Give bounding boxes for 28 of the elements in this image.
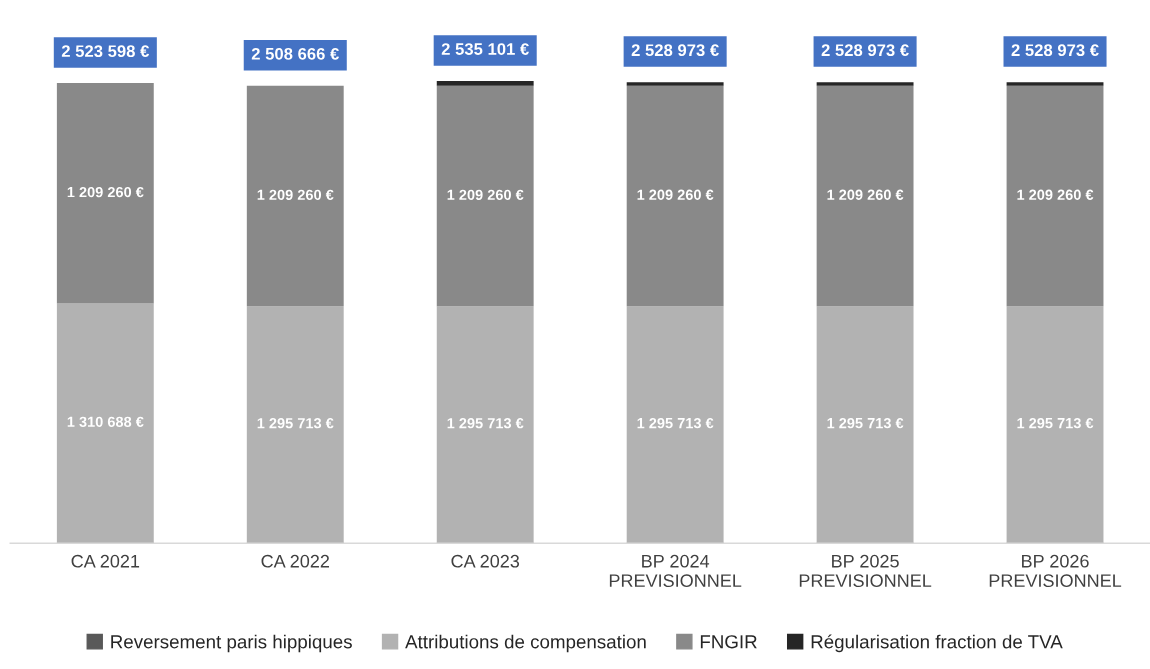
data-label: 1 209 260 € [637,189,714,200]
data-label: 1 209 260 € [447,189,524,200]
total-label: 2 528 973 € [631,44,719,57]
data-label: 1 209 260 € [67,186,144,198]
x-tick-label: BP 2024 PREVISIONNEL [609,554,742,588]
x-tick-label: BP 2026 PREVISIONNEL [989,554,1122,588]
data-label: 1 209 260 € [1017,189,1094,200]
data-label: 1 295 713 € [447,418,524,429]
total-label: 2 523 598 € [61,45,150,58]
data-label: 1 310 688 € [67,416,144,428]
legend-label: Attributions de compensation [405,634,646,653]
legend-label: Reversement paris hippiques [111,634,352,653]
legend-label: FNGIR [700,635,757,649]
total-label: 2 535 101 € [441,43,529,55]
x-tick-label: BP 2025 PREVISIONNEL [799,554,932,588]
total-label: 2 528 973 € [821,44,909,57]
total-label: 2 528 973 € [1011,44,1099,57]
x-tick-label: CA 2021 [71,554,140,568]
data-label: 1 209 260 € [257,189,334,200]
data-label: 1 295 713 € [827,417,904,429]
data-label: 1 295 713 € [257,418,334,429]
x-tick-label: CA 2022 [261,554,329,568]
legend-label: Régularisation fraction de TVA [811,634,1063,653]
data-label: 1 295 713 € [1017,417,1094,429]
data-label: 1 209 260 € [827,189,904,200]
data-label: 1 295 713 € [637,417,714,429]
x-tick-label: CA 2023 [451,554,520,568]
total-label: 2 508 666 € [251,47,339,60]
